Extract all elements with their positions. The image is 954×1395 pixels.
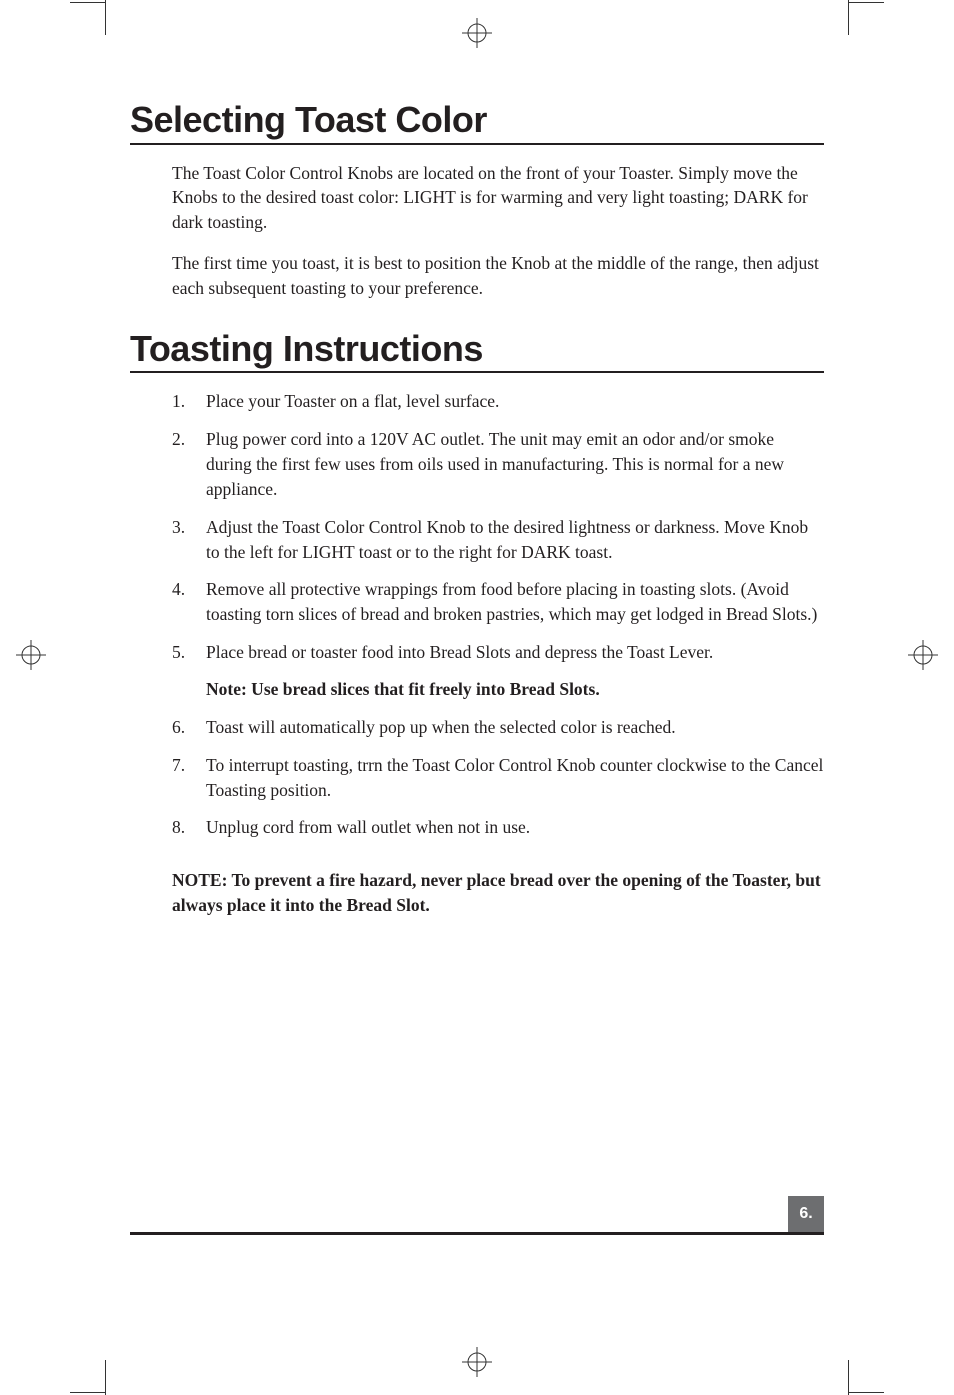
crop-mark — [70, 2, 105, 3]
step-text: Remove all protective wrappings from foo… — [206, 579, 817, 624]
crop-mark — [849, 1392, 884, 1393]
page-number: 6. — [788, 1196, 824, 1232]
list-item: 7. To interrupt toasting, trrn the Toast… — [172, 753, 824, 803]
registration-mark-icon — [462, 1347, 492, 1377]
page-content: Selecting Toast Color The Toast Color Co… — [130, 100, 824, 918]
list-item: 1. Place your Toaster on a flat, level s… — [172, 389, 824, 414]
registration-mark-icon — [16, 640, 46, 670]
crop-mark — [105, 0, 106, 35]
body-paragraph: The first time you toast, it is best to … — [172, 251, 824, 301]
body-paragraph: The Toast Color Control Knobs are locate… — [172, 161, 824, 236]
list-item: 3. Adjust the Toast Color Control Knob t… — [172, 515, 824, 565]
step-number: 5. — [172, 640, 185, 665]
step-number: 1. — [172, 389, 185, 414]
footer-rule — [130, 1232, 824, 1235]
crop-mark — [848, 1360, 849, 1395]
list-item: 4. Remove all protective wrappings from … — [172, 577, 824, 627]
warning-note: NOTE: To prevent a fire hazard, never pl… — [172, 868, 824, 918]
crop-mark — [848, 0, 849, 35]
step-text: Toast will automatically pop up when the… — [206, 717, 676, 737]
step-text: Place bread or toaster food into Bread S… — [206, 642, 713, 662]
step-number: 3. — [172, 515, 185, 540]
step-text: Unplug cord from wall outlet when not in… — [206, 817, 530, 837]
step-text: To interrupt toasting, trrn the Toast Co… — [206, 755, 823, 800]
registration-mark-icon — [462, 18, 492, 48]
section-heading: Toasting Instructions — [130, 329, 824, 374]
list-item: 6. Toast will automatically pop up when … — [172, 715, 824, 740]
step-text: Plug power cord into a 120V AC outlet. T… — [206, 429, 784, 499]
step-number: 8. — [172, 815, 185, 840]
list-item: 2. Plug power cord into a 120V AC outlet… — [172, 427, 824, 502]
section-heading: Selecting Toast Color — [130, 100, 824, 145]
step-text: Place your Toaster on a flat, level surf… — [206, 391, 499, 411]
list-item: 5. Place bread or toaster food into Brea… — [172, 640, 824, 702]
crop-mark — [70, 1392, 105, 1393]
step-number: 6. — [172, 715, 185, 740]
registration-mark-icon — [908, 640, 938, 670]
section: Toasting Instructions 1. Place your Toas… — [130, 329, 824, 918]
step-number: 7. — [172, 753, 185, 778]
step-note: Note: Use bread slices that fit freely i… — [206, 677, 824, 702]
step-number: 4. — [172, 577, 185, 602]
step-number: 2. — [172, 427, 185, 452]
crop-mark — [105, 1360, 106, 1395]
crop-mark — [849, 2, 884, 3]
step-text: Adjust the Toast Color Control Knob to t… — [206, 517, 808, 562]
list-item: 8. Unplug cord from wall outlet when not… — [172, 815, 824, 840]
instruction-list: 1. Place your Toaster on a flat, level s… — [172, 389, 824, 840]
